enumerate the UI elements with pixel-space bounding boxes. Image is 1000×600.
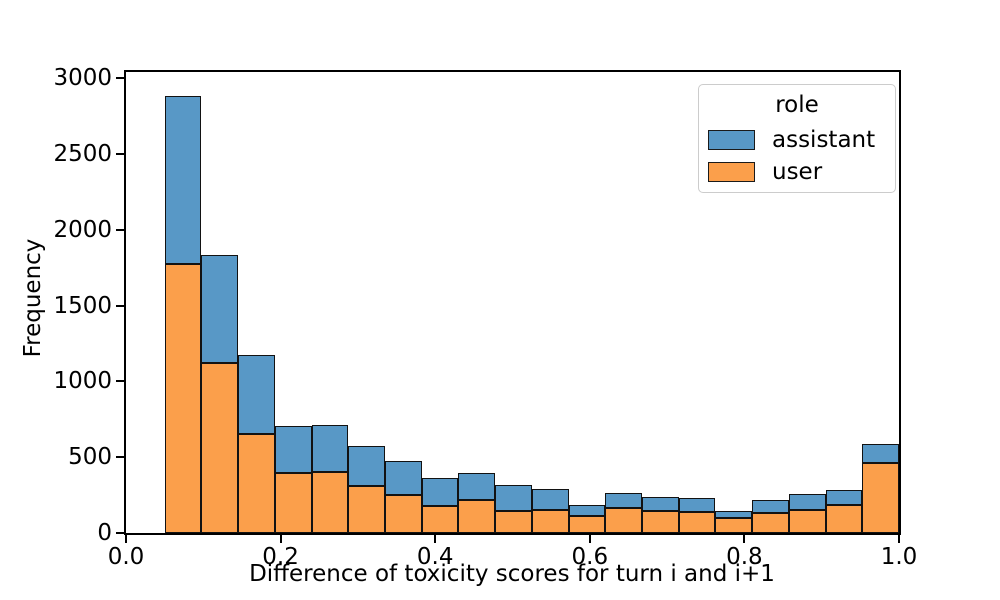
legend-item-user: user (708, 159, 895, 185)
bar-user-1 (201, 363, 239, 533)
y-tick (116, 456, 124, 459)
x-tick (743, 535, 746, 543)
bar-user-8 (458, 500, 496, 533)
bar-assistant-7 (421, 477, 459, 507)
bar-user-6 (384, 495, 422, 533)
bar-assistant-8 (458, 473, 496, 501)
y-tick (116, 228, 124, 231)
bar-user-3 (274, 473, 312, 533)
bar-assistant-18 (825, 490, 863, 506)
x-tick-label: 0.4 (416, 544, 454, 570)
bar-user-5 (348, 485, 385, 533)
legend: role assistant user (698, 84, 896, 193)
bar-user-14 (678, 511, 716, 533)
y-tick-label: 0 (97, 520, 112, 546)
bar-assistant-9 (495, 485, 532, 511)
x-tick (898, 535, 900, 543)
y-tick (116, 532, 124, 534)
bar-user-17 (788, 509, 826, 533)
y-tick-label: 1500 (53, 292, 112, 319)
y-tick (116, 77, 124, 80)
y-tick-label: 500 (68, 444, 112, 471)
y-tick-label: 2000 (53, 216, 112, 243)
bar-assistant-16 (752, 500, 789, 513)
bar-user-12 (605, 508, 642, 533)
bar-assistant-2 (238, 354, 275, 435)
legend-item-assistant: assistant (708, 127, 895, 153)
bar-assistant-19 (862, 443, 899, 463)
bar-assistant-11 (568, 504, 606, 516)
bar-assistant-3 (274, 426, 312, 474)
legend-swatch-assistant-icon (708, 130, 755, 150)
bar-assistant-10 (531, 489, 569, 511)
x-tick-label: 0.6 (571, 544, 609, 570)
x-tick (279, 535, 282, 543)
bar-user-16 (752, 512, 789, 533)
bar-assistant-4 (311, 425, 349, 472)
x-tick-label: 0.2 (262, 544, 299, 570)
bar-assistant-14 (678, 497, 716, 512)
bar-user-0 (164, 263, 202, 533)
bar-assistant-6 (384, 460, 422, 496)
bar-user-9 (495, 510, 532, 533)
bar-user-4 (311, 471, 349, 533)
bar-user-13 (641, 510, 679, 533)
bar-assistant-17 (788, 494, 826, 510)
bar-user-18 (825, 505, 863, 533)
bar-user-11 (568, 515, 606, 533)
legend-label-assistant: assistant (772, 127, 876, 153)
x-tick (434, 535, 437, 543)
bar-user-15 (715, 517, 753, 533)
bar-assistant-15 (715, 511, 753, 518)
bar-assistant-0 (164, 96, 202, 264)
y-tick-label: 1000 (53, 368, 112, 395)
x-axis-label: Difference of toxicity scores for turn i… (249, 561, 775, 587)
y-tick-label: 2500 (53, 140, 112, 167)
y-tick (116, 304, 124, 307)
x-tick-label: 0.0 (107, 544, 145, 570)
y-tick-label: 3000 (53, 65, 112, 92)
y-tick (116, 380, 124, 383)
legend-title: role (775, 92, 819, 118)
legend-swatch-user-icon (708, 162, 755, 182)
x-tick (588, 535, 591, 543)
x-tick (125, 535, 127, 543)
y-tick (116, 152, 124, 155)
bar-assistant-12 (605, 492, 642, 509)
bar-user-10 (531, 510, 569, 533)
bar-assistant-5 (348, 445, 385, 486)
legend-label-user: user (772, 159, 823, 185)
bar-user-19 (862, 462, 899, 533)
bar-user-7 (421, 506, 459, 533)
bar-assistant-1 (201, 255, 239, 364)
bar-assistant-13 (641, 497, 679, 511)
x-tick-label: 1.0 (880, 544, 918, 570)
x-tick-label: 0.8 (726, 544, 763, 570)
bar-user-2 (238, 434, 275, 533)
